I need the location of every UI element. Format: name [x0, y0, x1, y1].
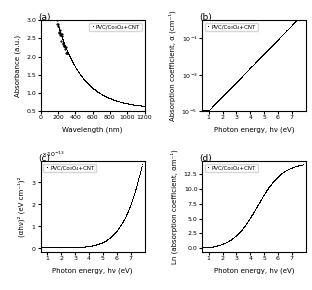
Text: (b): (b): [200, 13, 212, 22]
Text: (d): (d): [200, 154, 212, 163]
X-axis label: Wavelength (nm): Wavelength (nm): [62, 126, 123, 133]
Text: (a): (a): [38, 13, 51, 22]
Y-axis label: Absorbance (a.u.): Absorbance (a.u.): [14, 35, 21, 97]
X-axis label: Photon energy, hν (eV): Photon energy, hν (eV): [213, 267, 294, 273]
X-axis label: Photon energy, hν (eV): Photon energy, hν (eV): [213, 126, 294, 133]
Text: (c): (c): [38, 154, 51, 163]
Y-axis label: (αhν)² (eV cm⁻¹)²: (αhν)² (eV cm⁻¹)²: [18, 177, 25, 237]
Legend: PVC/Co₃O₄+CNT: PVC/Co₃O₄+CNT: [43, 164, 96, 173]
Legend: PVC/Co₃O₄+CNT: PVC/Co₃O₄+CNT: [205, 23, 258, 31]
X-axis label: Photon energy, hν (eV): Photon energy, hν (eV): [52, 267, 133, 273]
Legend: PVC/Co₃O₄+CNT: PVC/Co₃O₄+CNT: [89, 23, 142, 31]
Y-axis label: Ln (absorption coefficient, αm⁻¹): Ln (absorption coefficient, αm⁻¹): [171, 149, 178, 264]
Y-axis label: Absorption coefficient, α (cm⁻¹): Absorption coefficient, α (cm⁻¹): [168, 10, 176, 121]
Legend: PVC/Co₃O₄+CNT: PVC/Co₃O₄+CNT: [205, 164, 258, 173]
